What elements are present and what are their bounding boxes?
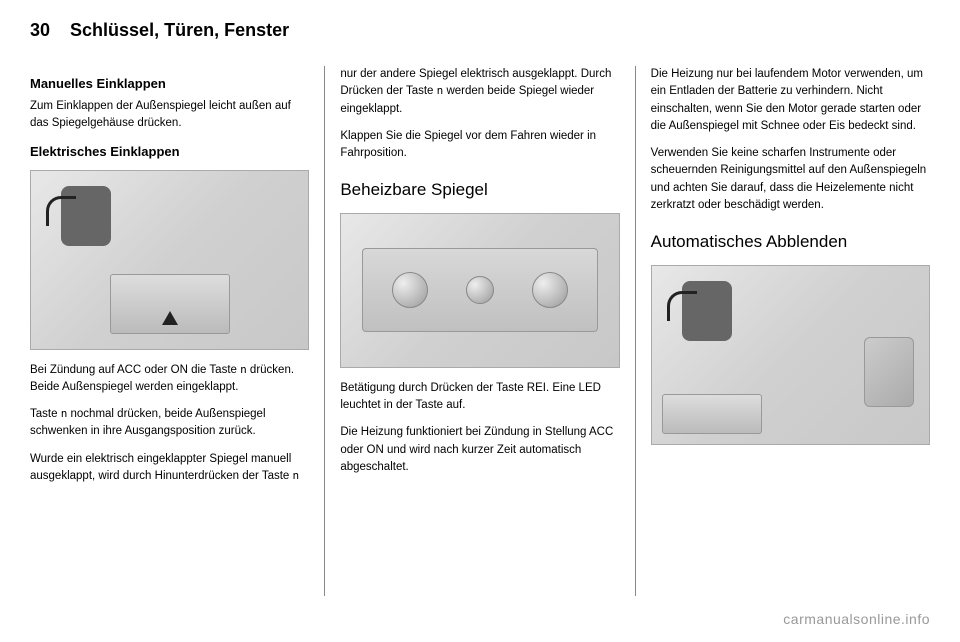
para-rei-button: Betätigung durch Drücken der Taste REI. …: [340, 380, 619, 415]
up-arrow-icon: [162, 311, 178, 325]
subheading-manual-fold: Manuelles Einklappen: [30, 74, 309, 94]
para-no-sharp-instruments: Verwenden Sie keine scharfen Instrumente…: [651, 145, 930, 214]
para-press-again: Taste n nochmal drücken, beide Außenspie…: [30, 406, 309, 441]
knob-icon: [532, 272, 568, 308]
climate-panel-icon: [362, 248, 598, 332]
knob-icon: [466, 276, 494, 304]
para-ignition-acc: Bei Zündung auf ACC oder ON die Taste n …: [30, 362, 309, 397]
para-other-mirror: nur der andere Spiegel elektrisch ausgek…: [340, 66, 619, 118]
heading-heated-mirrors: Beheizbare Spiegel: [340, 177, 619, 203]
illustration-climate-panel: [340, 213, 619, 368]
page-header: 30 Schlüssel, Türen, Fenster: [30, 20, 930, 41]
column-1: Manuelles Einklappen Zum Einklappen der …: [30, 66, 325, 596]
chapter-title: Schlüssel, Türen, Fenster: [70, 20, 289, 41]
fold-arrow-icon: [667, 291, 697, 321]
para-manual-fold: Zum Einklappen der Außenspiegel leicht a…: [30, 98, 309, 133]
illustration-mirror-fold: [30, 170, 309, 350]
heading-auto-dimming: Automatisches Abblenden: [651, 229, 930, 255]
knob-icon: [392, 272, 428, 308]
switch-panel-icon: [110, 274, 230, 334]
content-columns: Manuelles Einklappen Zum Einklappen der …: [30, 66, 930, 596]
page-number: 30: [30, 20, 50, 41]
column-3: Die Heizung nur bei laufendem Motor verw…: [636, 66, 930, 596]
column-2: nur der andere Spiegel elektrisch ausgek…: [325, 66, 635, 596]
para-manual-unfold: Wurde ein elektrisch eingeklappter Spieg…: [30, 451, 309, 486]
watermark: carmanualsonline.info: [783, 611, 930, 627]
manual-page: 30 Schlüssel, Türen, Fenster Manuelles E…: [0, 0, 960, 642]
button-symbol-icon: n: [240, 363, 247, 376]
para-fold-before-driving: Klappen Sie die Spiegel vor dem Fahren w…: [340, 128, 619, 163]
door-switch-panel-icon: [662, 394, 762, 434]
illustration-auto-dimming: [651, 265, 930, 445]
subheading-electric-fold: Elektrisches Einklappen: [30, 142, 309, 162]
para-heating-engine-running: Die Heizung nur bei laufendem Motor verw…: [651, 66, 930, 135]
para-heating-auto-off: Die Heizung funktioniert bei Zündung in …: [340, 424, 619, 476]
fold-arrow-icon: [46, 196, 76, 226]
button-symbol-icon: n: [293, 469, 300, 482]
steering-wheel-icon: [864, 337, 914, 407]
